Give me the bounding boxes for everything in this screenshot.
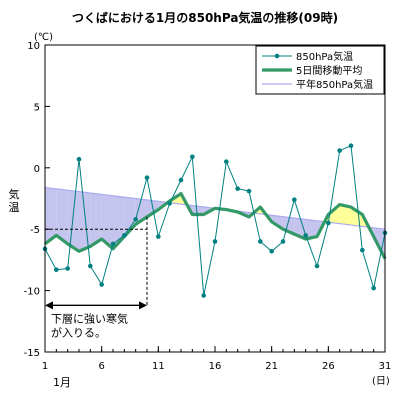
daily-point xyxy=(88,263,93,269)
y-unit-label: (℃) xyxy=(34,32,53,43)
x-tick-label: 1 xyxy=(42,361,48,372)
daily-point xyxy=(360,247,365,253)
below-normal-fill xyxy=(113,195,125,249)
legend-label: 平年850hPa気温 xyxy=(296,78,373,91)
daily-point xyxy=(212,239,218,244)
daily-point xyxy=(280,239,286,244)
daily-point xyxy=(269,249,274,254)
daily-point xyxy=(303,233,308,238)
daily-point xyxy=(371,285,376,291)
daily-point xyxy=(65,266,70,271)
below-normal-fill xyxy=(101,194,113,249)
legend-label: 5日間移動平均 xyxy=(296,64,362,77)
daily-point xyxy=(201,293,206,298)
chart-title: つくばにおける1月の850hPa気温の推移(09時) xyxy=(72,10,338,25)
below-normal-fill xyxy=(192,205,204,215)
daily-point xyxy=(292,197,297,203)
y-tick-label: -5 xyxy=(30,225,40,236)
y-tick-label: 0 xyxy=(34,164,40,175)
moving-average-line xyxy=(44,192,387,260)
annotation-arrow-head-right xyxy=(139,301,147,310)
above-normal-fill xyxy=(328,204,340,224)
daily-point xyxy=(314,263,320,269)
annotation-text: が入りる。 xyxy=(51,325,106,339)
x-tick-label: 26 xyxy=(322,361,335,372)
annotation-text: 下層に強い寒気 xyxy=(51,311,128,325)
daily-point xyxy=(178,177,184,183)
below-normal-fill xyxy=(67,190,79,252)
y-tick-label: -15 xyxy=(24,348,40,359)
daily-point xyxy=(190,154,195,160)
daily-temperature-layer xyxy=(42,143,388,298)
daily-point xyxy=(348,143,354,148)
above-normal-fill xyxy=(339,204,351,225)
daily-point xyxy=(224,159,229,164)
x-tick-label: 11 xyxy=(152,361,165,372)
daily-point xyxy=(235,186,240,191)
daily-point xyxy=(144,175,150,180)
daily-point xyxy=(167,201,172,206)
legend-marker xyxy=(274,53,280,59)
daily-point xyxy=(246,188,252,194)
daily-point xyxy=(99,282,104,287)
below-normal-fill xyxy=(79,191,91,252)
y-axis-label: 気温 xyxy=(9,187,20,214)
below-normal-fill xyxy=(305,219,317,239)
x-axis: 1 6 11 16 21 26 31 xyxy=(42,346,392,372)
moving-average-layer xyxy=(44,192,387,260)
daily-point xyxy=(156,234,161,239)
daily-point xyxy=(110,241,116,247)
x-tick-label: 16 xyxy=(209,361,222,372)
daily-point xyxy=(337,148,342,153)
y-tick-label: 10 xyxy=(27,41,40,52)
x-unit-label: (日) xyxy=(372,376,390,387)
daily-point xyxy=(76,156,82,162)
daily-point xyxy=(133,217,138,222)
below-normal-fill xyxy=(90,193,102,247)
x-tick-label: 31 xyxy=(379,361,392,372)
y-tick-label: -10 xyxy=(24,287,40,298)
daily-point xyxy=(326,220,331,226)
daily-point xyxy=(122,233,127,238)
below-normal-fill xyxy=(45,187,57,244)
legend-label: 850hPa気温 xyxy=(296,50,353,63)
y-tick-label: 5 xyxy=(34,102,40,113)
daily-point xyxy=(54,267,59,273)
x-month-label: 1月 xyxy=(53,376,71,389)
fill-layer xyxy=(45,187,385,259)
below-normal-fill xyxy=(56,188,68,244)
annotation-arrow-head-left xyxy=(45,301,53,310)
x-tick-label: 6 xyxy=(98,361,104,372)
x-tick-label: 21 xyxy=(265,361,278,372)
daily-point xyxy=(258,239,263,244)
